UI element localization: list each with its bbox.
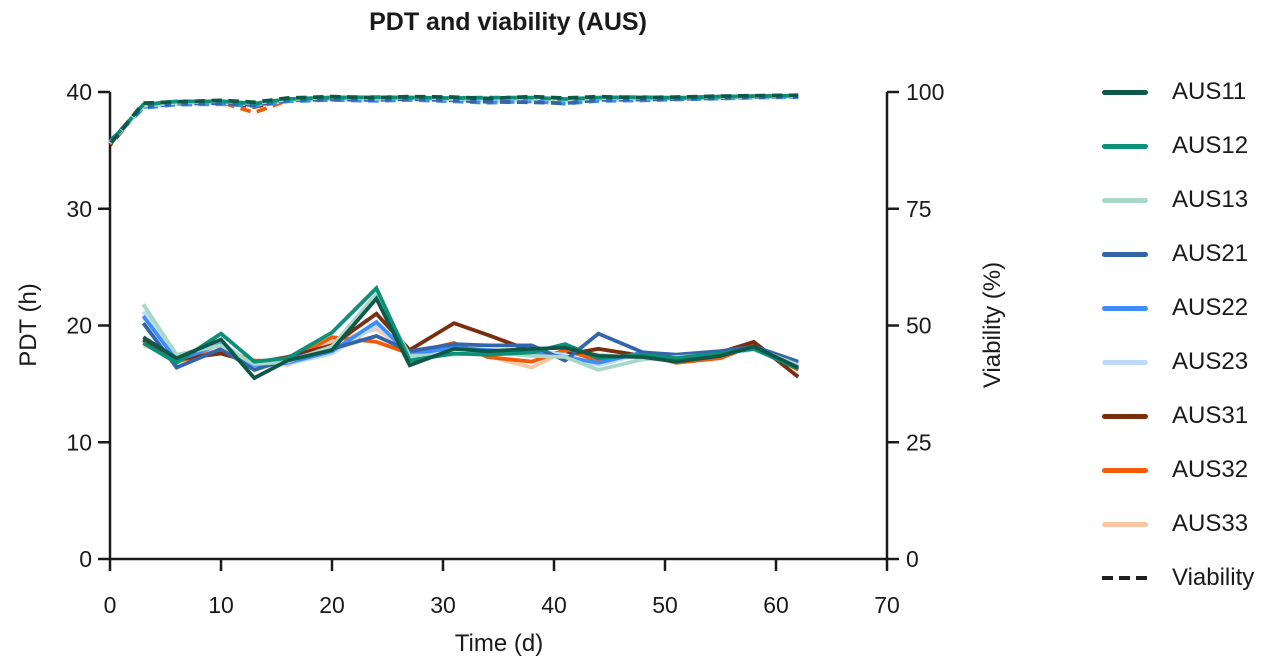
x-axis-tick-label: 70 — [874, 592, 900, 618]
x-axis-tick-label: 40 — [541, 592, 567, 618]
y-axis-right-tick-label: 50 — [906, 313, 932, 339]
x-axis-tick-label: 10 — [208, 592, 234, 618]
legend-item-aus11: AUS11 — [1102, 65, 1254, 119]
legend-item-aus33: AUS33 — [1102, 497, 1254, 551]
legend-label: AUS12 — [1172, 132, 1249, 159]
legend-line-swatch — [1102, 413, 1148, 419]
legend-line-swatch — [1102, 305, 1148, 311]
viability-line-AUS11 — [108, 93, 799, 146]
x-axis-tick-label: 20 — [319, 592, 345, 618]
legend-line-swatch — [1102, 197, 1148, 203]
x-axis-tick-label: 50 — [652, 592, 678, 618]
legend-line-swatch — [1102, 143, 1148, 149]
x-axis-label: Time (d) — [455, 630, 543, 657]
legend-label: AUS13 — [1172, 186, 1249, 213]
legend-line-swatch — [1102, 521, 1148, 527]
x-axis-tick-label: 0 — [104, 592, 117, 618]
legend-label: AUS22 — [1172, 294, 1249, 321]
legend-dashed-line-swatch — [1102, 575, 1148, 581]
legend-item-aus32: AUS32 — [1102, 443, 1254, 497]
pdt-line-AUS11 — [142, 295, 800, 381]
legend-item-aus22: AUS22 — [1102, 281, 1254, 335]
legend-item-aus13: AUS13 — [1102, 173, 1254, 227]
x-axis-tick-label: 30 — [430, 592, 456, 618]
legend-label: AUS23 — [1172, 348, 1249, 375]
legend-item-aus12: AUS12 — [1102, 119, 1254, 173]
y-axis-left-tick-label: 30 — [66, 196, 92, 222]
legend-line-swatch — [1102, 359, 1148, 365]
legend: AUS11 AUS12 AUS13 AUS21 AUS22 AUS23 AUS31 AUS32… — [1102, 65, 1254, 605]
legend-item-aus23: AUS23 — [1102, 335, 1254, 389]
y-axis-left-tick-label: 10 — [66, 429, 92, 455]
legend-label: Viability — [1172, 564, 1255, 591]
pdt-line-AUS12 — [142, 284, 799, 371]
legend-label: AUS32 — [1172, 456, 1249, 483]
y-axis-label-left: PDT (h) — [15, 283, 42, 367]
legend-label: AUS31 — [1172, 402, 1249, 429]
legend-item-aus31: AUS31 — [1102, 389, 1254, 443]
chart-title: PDT and viability (AUS) — [369, 8, 647, 36]
y-axis-right-tick-label: 75 — [906, 196, 932, 222]
y-axis-left-tick-label: 40 — [66, 79, 92, 105]
legend-line-swatch — [1102, 467, 1148, 473]
y-axis-right-tick-label: 0 — [906, 546, 919, 572]
legend-label: AUS33 — [1172, 510, 1249, 537]
legend-item-aus21: AUS21 — [1102, 227, 1254, 281]
y-axis-label-right: Viability (%) — [979, 262, 1006, 388]
x-axis-tick-label: 60 — [763, 592, 789, 618]
legend-line-swatch — [1102, 251, 1148, 257]
legend-label: AUS11 — [1172, 78, 1247, 105]
y-axis-right-tick-label: 25 — [906, 429, 932, 455]
legend-label: AUS21 — [1172, 240, 1249, 267]
y-axis-right-tick-label: 100 — [906, 79, 944, 105]
pdt-line-AUS21 — [141, 322, 799, 372]
viability-line-AUS21 — [108, 94, 799, 143]
y-axis-left-tick-label: 20 — [66, 313, 92, 339]
legend-line-swatch — [1102, 89, 1148, 95]
legend-item-viability: Viability — [1102, 551, 1254, 605]
y-axis-left-tick-label: 0 — [79, 546, 92, 572]
